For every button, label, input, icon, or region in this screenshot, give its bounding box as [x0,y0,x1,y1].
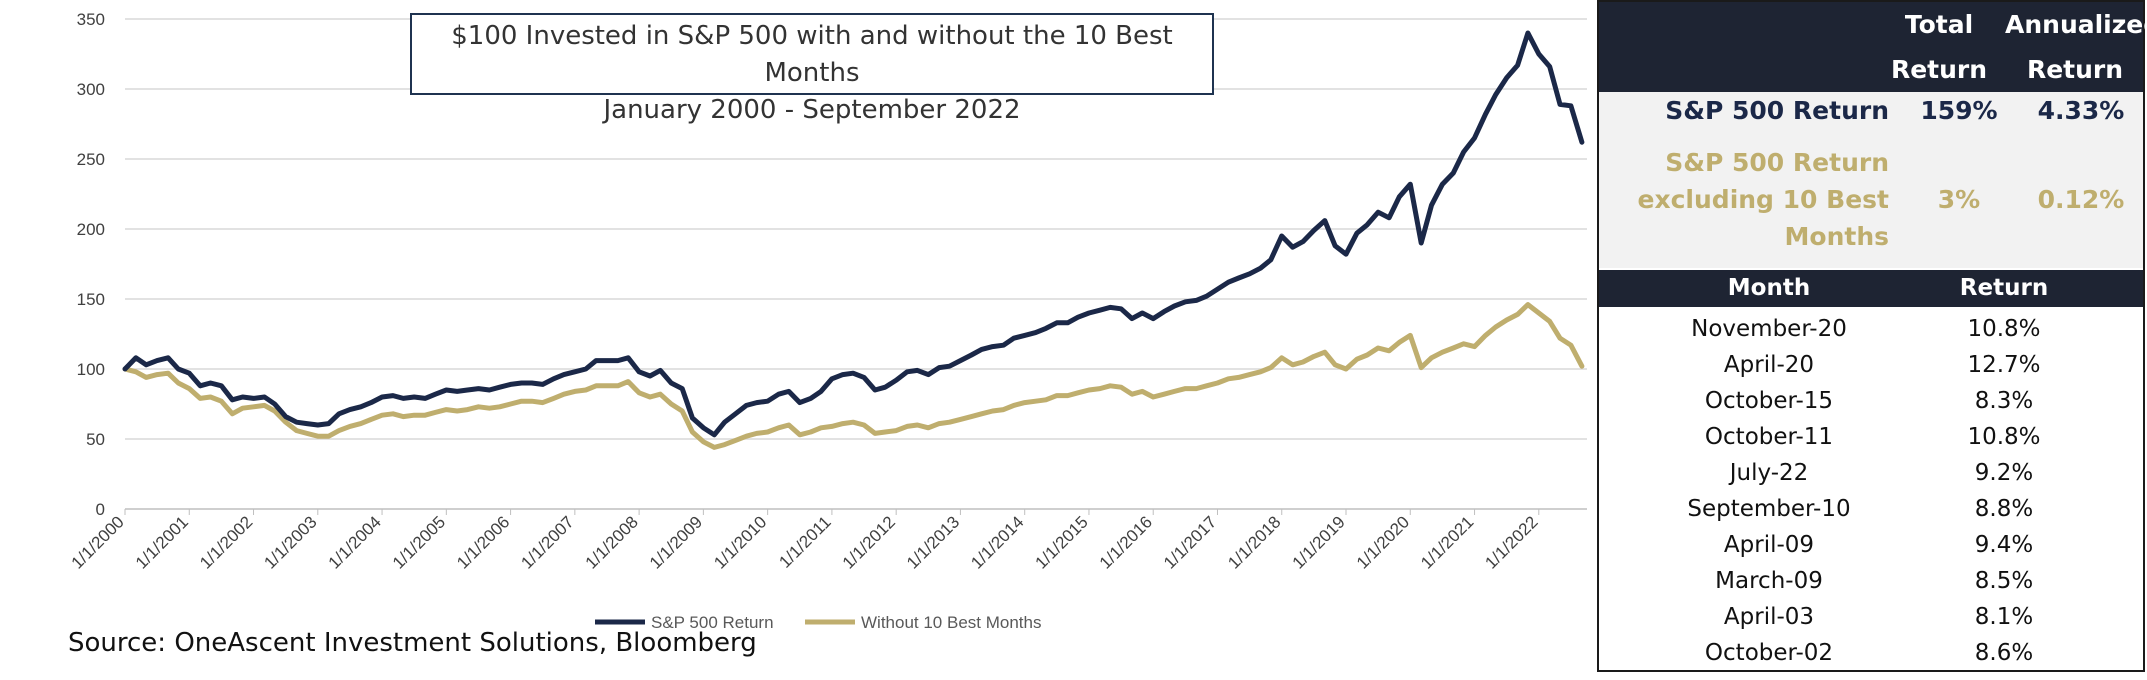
table-row: October-15 8.3% [1599,383,2143,419]
table-row: July-22 9.2% [1599,455,2143,491]
series-line-without-10-best-months [122,302,1585,450]
source-note: Source: OneAscent Investment Solutions, … [68,628,757,658]
x-tick-label: 1/1/2008 [582,512,642,572]
month-cell: October-02 [1704,640,1834,666]
table-row: March-09 8.5% [1599,563,2143,599]
annualized-return-header: Annualized Return [2005,10,2147,84]
return-column-header: Return [1959,275,2049,301]
y-tick-label: 350 [77,10,105,29]
y-tick-label: 300 [77,80,105,99]
x-tick-label: 1/1/2009 [646,512,706,572]
x-tick-label: 1/1/2016 [1096,512,1156,572]
x-tick-label: 1/1/2004 [325,512,385,572]
x-tick-label: 1/1/2011 [775,512,834,571]
return-cell: 8.6% [1974,640,2034,666]
return-cell: 12.7% [1967,352,2041,378]
table-row: October-02 8.6% [1599,635,2143,671]
x-tick-label: 1/1/2018 [1224,512,1284,572]
x-tick-label: 1/1/2003 [260,512,320,572]
x-tick-label: 1/1/2000 [68,512,128,572]
y-tick-label: 150 [77,290,105,309]
month-cell: September-10 [1687,496,1851,522]
x-tick-label: 1/1/2006 [453,512,513,572]
summary-table-body: S&P 500 Return 159% 4.33% S&P 500 Return… [1599,92,2143,268]
table-row: September-10 8.8% [1599,491,2143,527]
x-tick-label: 1/1/2002 [196,512,256,572]
x-tick-label: 1/1/2020 [1353,512,1413,572]
month-cell: March-09 [1715,568,1823,594]
return-cell: 8.1% [1974,604,2034,630]
month-cell: April-20 [1723,352,1815,378]
y-tick-label: 0 [96,500,105,519]
table-row: November-20 10.8% [1599,311,2143,347]
summary-row-sp500: S&P 500 Return 159% 4.33% [1599,92,2143,129]
month-cell: October-15 [1704,388,1834,414]
chart-title-line-2: January 2000 - September 2022 [603,95,1021,125]
x-tick-label: 1/1/2015 [1032,512,1092,572]
table-row: October-11 10.8% [1599,419,2143,455]
x-tick-label: 1/1/2007 [517,512,577,572]
return-cell: 9.4% [1974,532,2034,558]
return-cell: 8.8% [1974,496,2034,522]
x-tick-label: 1/1/2022 [1481,512,1541,572]
x-tick-label: 1/1/2021 [1417,512,1477,572]
summary-total-return: 159% [1920,96,1998,125]
chart-title-line-1: $100 Invested in S&P 500 with and withou… [451,21,1173,88]
summary-row-label: Months [1784,222,1889,251]
x-tick-label: 1/1/2012 [839,512,899,572]
x-tick-label: 1/1/2014 [967,512,1027,572]
summary-total-return: 3% [1937,185,1981,214]
return-cell: 9.2% [1974,460,2034,486]
month-cell: April-03 [1723,604,1815,630]
x-tick-label: 1/1/2010 [710,512,770,572]
chart-title: $100 Invested in S&P 500 with and withou… [410,13,1214,125]
y-tick-label: 250 [77,150,105,169]
x-tick-label: 1/1/2017 [1160,512,1220,572]
summary-row-label: S&P 500 Return [1665,148,1889,177]
x-tick-label: 1/1/2019 [1289,512,1349,572]
table-row: April-09 9.4% [1599,527,2143,563]
total-return-header: Total Return [1890,10,1988,84]
table-row: April-03 8.1% [1599,599,2143,635]
month-cell: November-20 [1691,316,1847,342]
legend-label: Without 10 Best Months [861,613,1041,632]
y-tick-label: 200 [77,220,105,239]
x-tick-label: 1/1/2005 [389,512,449,572]
summary-table-header: Total Return Annualized Return [1599,2,2147,92]
summary-row-label: excluding 10 Best [1637,185,1889,214]
summary-row-excluding-best: S&P 500 Return excluding 10 Best Months … [1599,144,2143,255]
month-cell: October-11 [1704,424,1834,450]
monthly-table-header: Month Return [1599,270,2143,307]
x-tick-label: 1/1/2013 [903,512,963,572]
summary-row-label: S&P 500 Return [1665,96,1889,125]
y-tick-label: 50 [86,430,105,449]
summary-annualized-return: 4.33% [2037,96,2125,125]
return-cell: 8.5% [1974,568,2034,594]
summary-annualized-return: 0.12% [2037,185,2125,214]
y-tick-label: 100 [77,360,105,379]
month-column-header: Month [1727,275,1811,301]
legend-label: S&P 500 Return [651,613,774,632]
return-cell: 10.8% [1967,424,2041,450]
table-row: April-20 12.7% [1599,347,2143,383]
returns-panel: Total Return Annualized Return S&P 500 R… [1597,0,2147,672]
series-line-s-p-500-return [122,30,1585,438]
return-cell: 10.8% [1967,316,2041,342]
x-tick-label: 1/1/2001 [132,512,192,572]
month-cell: July-22 [1729,460,1809,486]
month-cell: April-09 [1723,532,1815,558]
return-cell: 8.3% [1974,388,2034,414]
